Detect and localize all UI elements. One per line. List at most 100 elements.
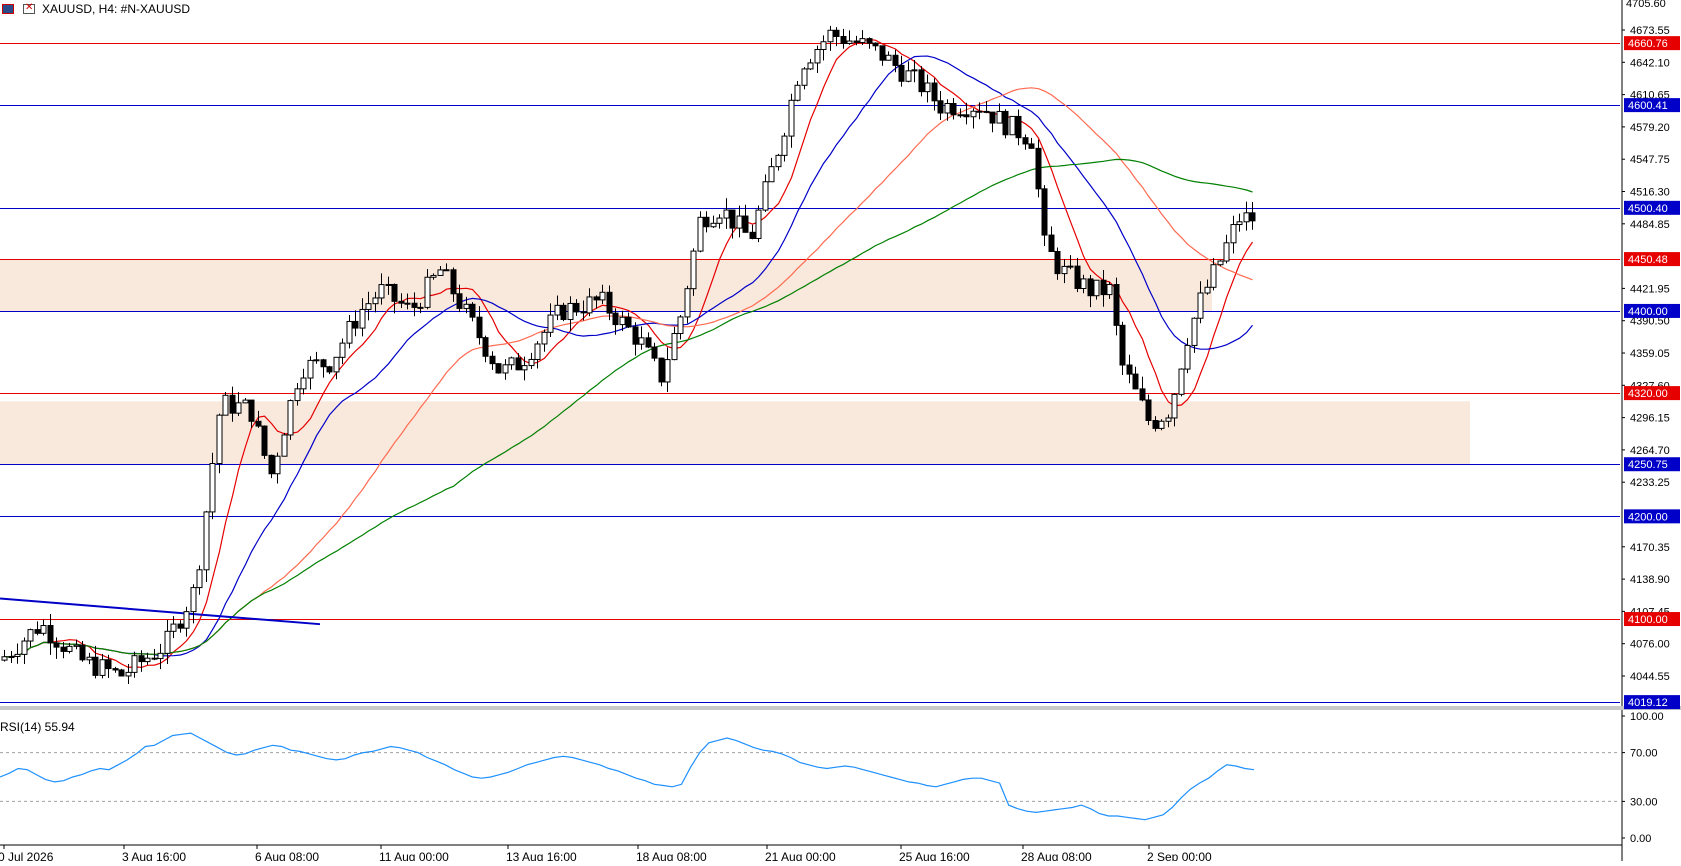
level-price-badge [1624,200,1680,215]
chart-header: XAUUSD, H4: #N-XAUUSD [0,0,190,18]
candle-body [248,399,255,422]
candle-body [1132,373,1139,390]
level-price-badge-text: 4660.76 [1628,38,1668,50]
time-tick-label: 13 Aug 16:00 [506,850,577,861]
level-price-badge-text: 4400.00 [1628,306,1668,318]
rsi-panel: 100.00 70.00 30.00 0.00 [0,711,1664,845]
candle-body [229,394,236,414]
candle-body [879,45,886,61]
ma-slow-line [4,87,1253,658]
level-price-badge [1624,98,1680,113]
candle-body [443,269,450,272]
candle-body [983,110,990,113]
level-price-badge-text: 4500.40 [1628,203,1668,215]
time-tick-label: 6 Aug 08:00 [255,850,319,861]
candle-body [482,337,489,357]
horizontal-levels [0,43,1620,703]
candle-body [495,363,502,374]
candle-body [398,300,405,304]
candle-body [131,655,138,673]
price-tick-label: 4044.55 [1630,671,1670,683]
candle-body [1061,265,1068,275]
zone-1 [0,259,1212,311]
candle-body [430,274,437,278]
candle-body [625,316,632,328]
candle-body [424,276,431,308]
candle-body [853,40,860,43]
trendline [0,597,321,626]
candle-body [1074,265,1081,289]
candle-body [1249,212,1256,222]
candle-body [476,316,483,339]
candle-body [807,62,814,70]
candle-body [924,82,931,93]
candle-body [645,337,652,348]
candle-body [684,288,691,318]
candle-body [1041,188,1048,236]
candle-body [898,64,905,82]
candle-body [404,302,411,305]
candle-body [261,425,268,456]
candle-body [437,269,444,276]
symbol-flag-icon [2,3,16,15]
candle-body [105,659,112,670]
rsi-tick-label: 70.00 [1630,748,1658,760]
level-price-badge [1624,252,1680,267]
candle-body [632,326,639,345]
candle-body [92,656,99,676]
candle-body [34,629,41,634]
candle-body [658,357,665,383]
candle-body [300,377,307,390]
candle-body [307,359,314,379]
candle-body [918,69,925,93]
candle-body [118,669,125,677]
candle-body [716,217,723,224]
candle-body [339,342,346,358]
candle-body [27,629,34,642]
candle-body [21,640,28,655]
candle-body [196,569,203,589]
trend-line[interactable] [0,597,321,626]
ma-fast-line [4,38,1253,669]
level-price-badge-text: 4019.12 [1628,697,1668,709]
candle-body [885,54,892,61]
candle-body [619,316,626,326]
candle-body [235,402,242,414]
candle-body [1178,368,1185,395]
candle-body [723,209,730,219]
moving-averages [4,38,1253,669]
zone-2 [0,401,1470,465]
candle-body [281,434,288,457]
candle-body [378,284,385,299]
candle-body [1204,286,1211,294]
panel-separator[interactable] [0,706,1681,710]
candle-body [697,216,704,252]
price-tick-label: 4516.30 [1630,187,1670,199]
candle-body [866,38,873,44]
time-axis: 0 Jul 2026 3 Aug 16:00 6 Aug 08:00 11 Aug 0… [0,844,1622,864]
candle-body [1100,279,1107,296]
candle-body [359,308,366,329]
candle-body [1191,317,1198,346]
candle-body [827,29,834,43]
supply-demand-zones [0,259,1470,465]
candle-body [242,399,249,404]
price-tick-label: 4421.95 [1630,283,1670,295]
candle-body [677,316,684,335]
candle-body [729,209,736,229]
candle-body [963,114,970,118]
candle-body [60,646,67,652]
candle-body [586,296,593,314]
rsi-tick-label: 0.00 [1630,833,1651,845]
chart-type-icon[interactable] [22,2,36,15]
candle-body [294,388,301,402]
ma-long-line [4,158,1253,658]
level-price-badge-text: 4320.00 [1628,388,1668,400]
candle-body [671,333,678,361]
level-price-badge-text: 4100.00 [1628,614,1668,626]
candle-body [762,181,769,211]
candle-body [521,365,528,371]
candle-body [944,102,951,114]
